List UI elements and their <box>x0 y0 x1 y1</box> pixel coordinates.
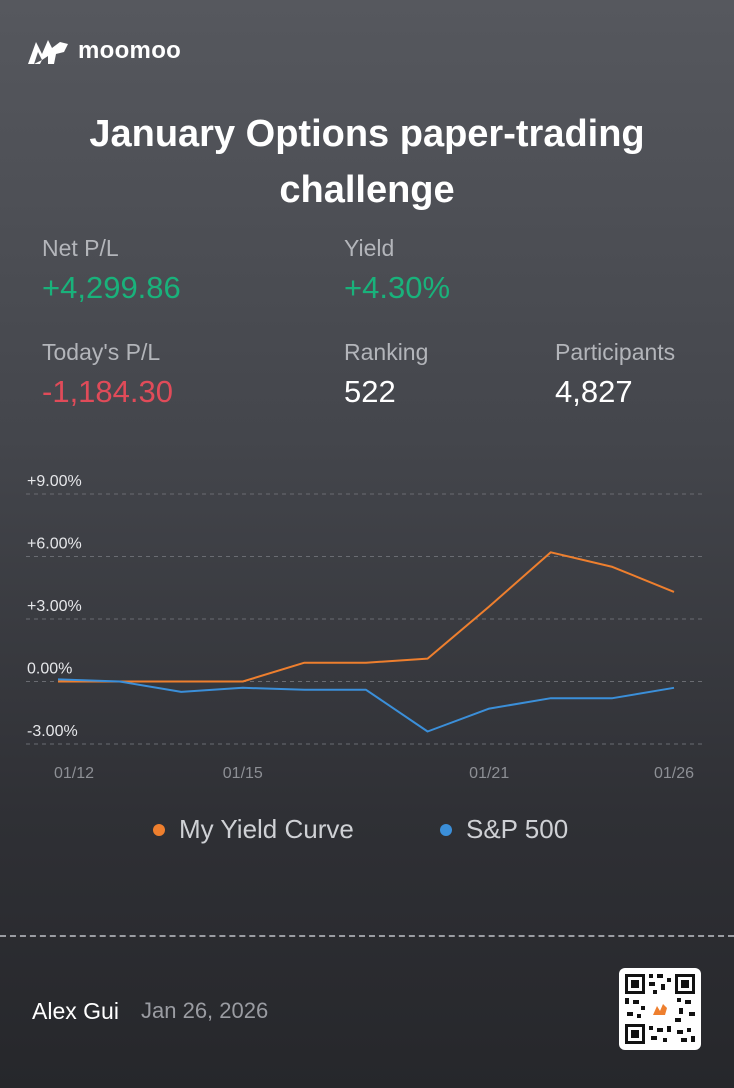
x-tick-label: 01/21 <box>469 765 509 782</box>
participants-label: Participants <box>555 339 676 365</box>
legend-item-sp500: S&P 500 <box>440 814 568 845</box>
y-tick-label: +9.00% <box>27 473 82 490</box>
yield-value: +4.30% <box>344 270 451 305</box>
x-tick-label: 01/15 <box>223 765 263 782</box>
blue-dot-icon <box>440 823 452 836</box>
ranking-label: Ranking <box>344 339 429 365</box>
legend-item-my-yield: My Yield Curve <box>153 814 354 845</box>
bull-logo-icon <box>28 40 68 64</box>
x-tick-label: 01/26 <box>654 765 694 782</box>
qr-pattern <box>625 974 695 1044</box>
stat-net-pl: Net P/L +4,299.86 <box>42 234 181 308</box>
net-pl-value: +4,299.86 <box>42 270 181 305</box>
dashed-divider <box>0 935 734 937</box>
orange-dot-icon <box>153 823 165 836</box>
y-tick-label: -3.00% <box>27 723 78 740</box>
yield-label: Yield <box>344 235 395 261</box>
qr-code-icon[interactable] <box>619 968 701 1050</box>
x-tick-label: 01/12 <box>54 765 94 782</box>
y-tick-label: 0.00% <box>27 661 72 678</box>
participants-value: 4,827 <box>555 374 633 409</box>
brand: moomoo <box>26 34 181 68</box>
yield-chart: +9.00% +6.00% +3.00% 0.00% -3.00% 01/12 01/15 0… <box>26 473 704 782</box>
brand-name: moomoo <box>78 37 182 64</box>
user-name: Alex Gui <box>32 998 119 1024</box>
todays-pl-label: Today's P/L <box>42 339 161 365</box>
stat-participants: Participants 4,827 <box>555 338 675 412</box>
chart-legend: My Yield Curve S&P 500 <box>0 814 734 854</box>
ranking-value: 522 <box>344 374 396 409</box>
legend-label-my-yield: My Yield Curve <box>179 814 354 844</box>
stat-todays-pl: Today's P/L -1,184.30 <box>42 338 173 412</box>
share-date: Jan 26, 2026 <box>141 998 269 1023</box>
y-tick-label: +6.00% <box>27 536 82 553</box>
series-line-my-yield-curve <box>58 551 675 683</box>
net-pl-label: Net P/L <box>42 235 119 261</box>
legend-label-sp500: S&P 500 <box>466 814 569 844</box>
page-title: January Options paper-trading challenge <box>89 113 645 211</box>
stat-yield: Yield +4.30% <box>344 234 450 308</box>
stat-ranking: Ranking 522 <box>344 338 428 412</box>
y-tick-label: +3.00% <box>27 598 82 615</box>
series-line-s-p-500 <box>57 678 675 733</box>
todays-pl-value: -1,184.30 <box>42 374 173 409</box>
